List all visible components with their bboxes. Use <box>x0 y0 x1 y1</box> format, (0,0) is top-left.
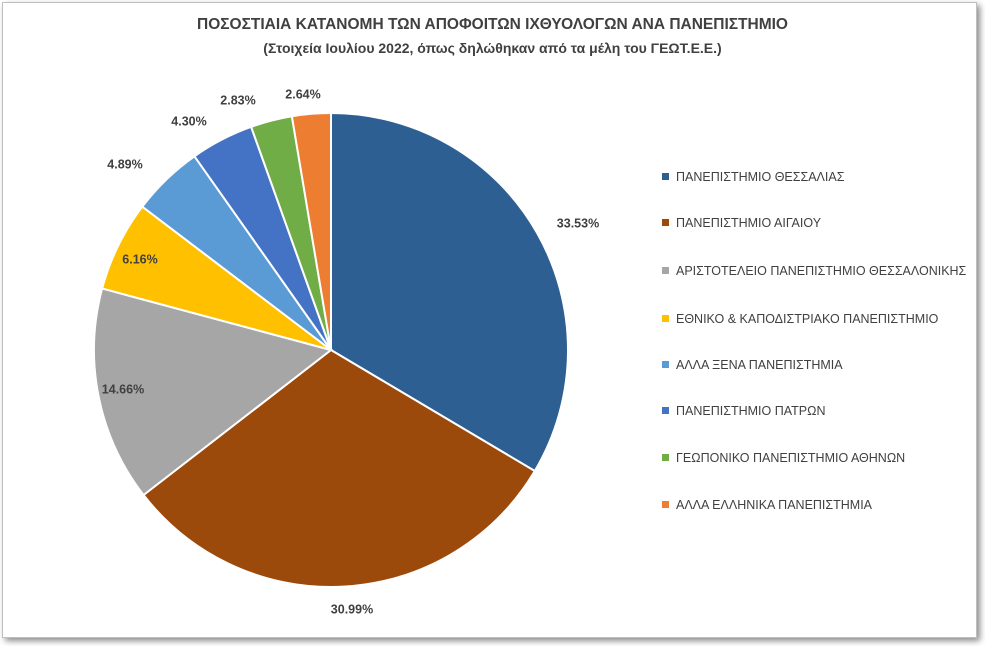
pie-slice-8 <box>290 111 332 351</box>
legend-swatch <box>662 267 669 274</box>
data-label-5: 4.89% <box>107 157 142 171</box>
legend-item-2: ΠΑΝΕΠΙΣΤΗΜΙΟ ΑΙΓΑΙΟΥ <box>662 214 976 232</box>
legend-item-3: ΑΡΙΣΤΟΤΕΛΕΙΟ ΠΑΝΕΠΙΣΤΗΜΙΟ ΘΕΣΣΑΛΟΝΙΚΗΣ <box>662 262 976 280</box>
legend-swatch <box>662 361 669 368</box>
legend-item-4: ΕΘΝΙΚΟ & ΚΑΠΟΔΙΣΤΡΙΑΚΟ ΠΑΝΕΠΙΣΤΗΜΙΟ <box>662 310 976 328</box>
legend-swatch <box>662 219 669 226</box>
legend-item-8: ΑΛΛΑ ΕΛΛΗΝΙΚΑ ΠΑΝΕΠΙΣΤΗΜΙΑ <box>662 496 976 514</box>
pie-slice-2 <box>142 348 537 588</box>
legend-label: ΑΛΛΑ ΕΛΛΗΝΙΚΑ ΠΑΝΕΠΙΣΤΗΜΙΑ <box>676 498 873 512</box>
legend-label: ΠΑΝΕΠΙΣΤΗΜΙΟ ΠΑΤΡΩΝ <box>676 404 826 418</box>
legend-label: ΕΘΝΙΚΟ & ΚΑΠΟΔΙΣΤΡΙΑΚΟ ΠΑΝΕΠΙΣΤΗΜΙΟ <box>676 312 939 326</box>
legend-swatch <box>662 315 669 322</box>
data-label-6: 4.30% <box>171 114 206 128</box>
legend-item-5: ΑΛΛΑ ΞΕΝΑ ΠΑΝΕΠΙΣΤΗΜΙΑ <box>662 356 976 374</box>
data-label-1: 33.53% <box>557 216 599 230</box>
legend-label: ΠΑΝΕΠΙΣΤΗΜΙΟ ΑΙΓΑΙΟΥ <box>676 216 822 230</box>
data-label-7: 2.83% <box>220 93 255 107</box>
chart-title: ΠΟΣΟΣΤΙΑΙΑ ΚΑΤΑΝΟΜΗ ΤΩΝ ΑΠΟΦΟΙΤΩΝ ΙΧΘΥΟΛ… <box>197 16 788 33</box>
data-label-8: 2.64% <box>285 87 320 101</box>
pie-slice-1 <box>330 111 570 473</box>
legend-item-1: ΠΑΝΕΠΙΣΤΗΜΙΟ ΘΕΣΣΑΛΙΑΣ <box>662 168 976 186</box>
legend-swatch <box>662 454 669 461</box>
legend-item-6: ΠΑΝΕΠΙΣΤΗΜΙΟ ΠΑΤΡΩΝ <box>662 402 976 420</box>
legend-label: ΑΡΙΣΤΟΤΕΛΕΙΟ ΠΑΝΕΠΙΣΤΗΜΙΟ ΘΕΣΣΑΛΟΝΙΚΗΣ <box>676 264 967 278</box>
data-label-3: 14.66% <box>102 382 144 396</box>
legend-label: ΠΑΝΕΠΙΣΤΗΜΙΟ ΘΕΣΣΑΛΙΑΣ <box>676 170 845 184</box>
chart-subtitle: (Στοιχεία Ιουλίου 2022, όπως δηλώθηκαν α… <box>263 40 722 56</box>
legend-item-7: ΓΕΩΠΟΝΙΚΟ ΠΑΝΕΠΙΣΤΗΜΙΟ ΑΘΗΝΩΝ <box>662 449 976 467</box>
legend-swatch <box>662 173 669 180</box>
data-label-4: 6.16% <box>122 252 157 266</box>
legend-swatch <box>662 407 669 414</box>
legend-swatch <box>662 501 669 508</box>
legend-label: ΓΕΩΠΟΝΙΚΟ ΠΑΝΕΠΙΣΤΗΜΙΟ ΑΘΗΝΩΝ <box>676 451 906 465</box>
data-label-2: 30.99% <box>331 602 373 616</box>
legend-label: ΑΛΛΑ ΞΕΝΑ ΠΑΝΕΠΙΣΤΗΜΙΑ <box>676 358 843 372</box>
pie-slice-3 <box>93 287 334 497</box>
